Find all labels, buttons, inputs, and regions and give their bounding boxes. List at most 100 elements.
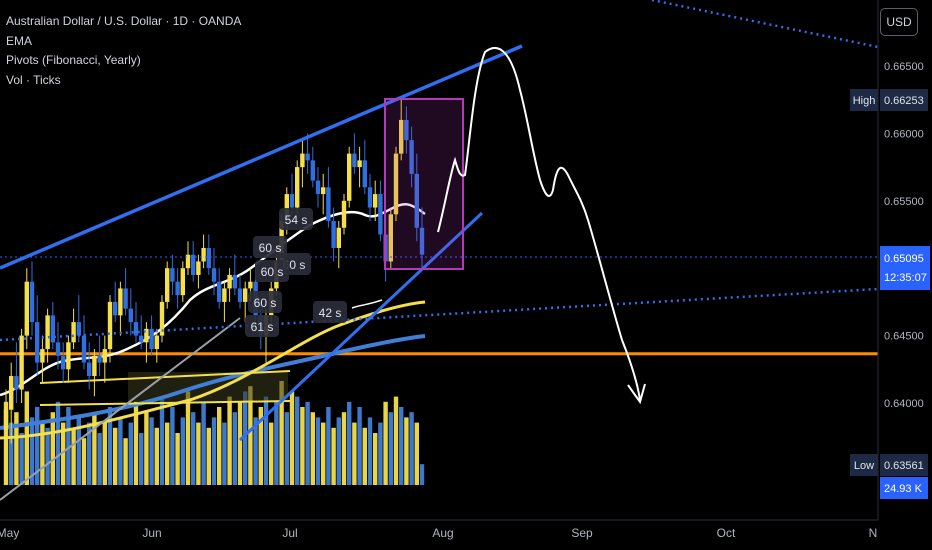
candle-body bbox=[222, 288, 227, 302]
candle-body bbox=[321, 187, 326, 195]
volume-bar bbox=[315, 417, 321, 485]
volume-bar bbox=[378, 422, 383, 485]
volume-bar bbox=[414, 422, 419, 485]
volume-bar bbox=[118, 417, 123, 485]
time-tick-label: Aug bbox=[432, 526, 453, 540]
volume-bar bbox=[128, 422, 133, 485]
timer-label: 54 s bbox=[279, 208, 313, 230]
candle-body bbox=[50, 315, 55, 343]
candle-body bbox=[237, 288, 243, 302]
candle-body bbox=[347, 153, 352, 201]
volume-bar bbox=[66, 407, 71, 485]
dotted-trendline bbox=[0, 287, 879, 342]
high-label-bg bbox=[850, 89, 878, 111]
volume-bar bbox=[284, 412, 289, 485]
volume-bar bbox=[71, 427, 76, 485]
time-tick-label: May bbox=[0, 526, 19, 540]
volume-bar bbox=[258, 407, 263, 485]
candle-body bbox=[175, 281, 180, 296]
volume-bar bbox=[201, 401, 206, 485]
volume-bar bbox=[367, 417, 373, 485]
volume-bar bbox=[159, 396, 165, 485]
candle-body bbox=[284, 194, 289, 222]
time-tick-label: Sep bbox=[571, 526, 593, 540]
volume-bar bbox=[336, 417, 341, 485]
time-axis: May Jun Jul Aug Sep Oct N bbox=[0, 519, 932, 550]
candle-body bbox=[19, 335, 24, 390]
candle-body bbox=[419, 227, 425, 255]
volume-bar bbox=[81, 438, 87, 485]
candle-body bbox=[180, 268, 185, 296]
volume-bar bbox=[102, 422, 107, 485]
volume-tag bbox=[880, 477, 928, 499]
ema-flat-line bbox=[39, 370, 291, 384]
volume-bar bbox=[222, 422, 227, 485]
volume-bar bbox=[227, 396, 232, 485]
legend-symbol[interactable]: Australian Dollar / U.S. Dollar · 1D · O… bbox=[6, 14, 242, 28]
candle-body bbox=[399, 119, 404, 154]
candle-body bbox=[305, 153, 310, 161]
volume-bar bbox=[279, 381, 284, 485]
timer-label-text: 60 s bbox=[259, 241, 282, 255]
volume-bar bbox=[170, 407, 175, 485]
volume-bar bbox=[341, 412, 347, 485]
timer-label-text: 60 s bbox=[254, 296, 277, 310]
candle-body bbox=[123, 288, 128, 309]
time-tick-label: Jun bbox=[142, 526, 161, 540]
timer-label-text: 54 s bbox=[285, 213, 308, 227]
candle-body bbox=[336, 227, 341, 248]
price-axis: 0.665000.660000.655000.650000.645000.640… bbox=[850, 0, 932, 520]
candle-body bbox=[45, 315, 50, 350]
high-label: High bbox=[853, 95, 876, 107]
volume-bar bbox=[300, 407, 305, 485]
candle-body bbox=[378, 194, 383, 235]
legend-ema[interactable]: EMA bbox=[6, 33, 33, 48]
volume-bar bbox=[61, 422, 66, 485]
volume-bar bbox=[191, 412, 196, 485]
timer-label-text: 42 s bbox=[319, 306, 342, 320]
candle-body bbox=[243, 288, 248, 302]
candle-body bbox=[206, 247, 211, 269]
volume-bar bbox=[24, 391, 29, 485]
volume-bar bbox=[97, 433, 102, 485]
forecast-arrowhead bbox=[627, 383, 646, 405]
candle-body bbox=[300, 153, 305, 168]
candle-body bbox=[170, 268, 175, 282]
timer-label: 61 s bbox=[245, 315, 279, 337]
volume-bar bbox=[399, 407, 404, 485]
timer-label-bg bbox=[313, 301, 347, 323]
timer-label-text: 61 s bbox=[251, 320, 274, 334]
volume-bar bbox=[211, 417, 217, 485]
candle-body bbox=[315, 180, 321, 195]
candle-body bbox=[66, 342, 71, 370]
candle-body bbox=[81, 335, 87, 363]
candle-body bbox=[102, 349, 107, 363]
time-tick-label: Oct bbox=[717, 526, 736, 540]
time-axis-bg bbox=[0, 520, 932, 550]
legend-pivots[interactable]: Pivots (Fibonacci, Yearly) bbox=[6, 53, 141, 67]
candle-body bbox=[71, 322, 76, 343]
volume-bar bbox=[347, 401, 352, 485]
annotation-arrow bbox=[351, 299, 383, 309]
candle-body bbox=[393, 153, 399, 215]
volume-bar bbox=[373, 433, 378, 485]
volume-bar bbox=[149, 417, 154, 485]
volume-bar bbox=[274, 401, 279, 485]
currency-button[interactable]: USD bbox=[880, 8, 918, 36]
candle-body bbox=[289, 194, 295, 208]
time-tick-label: N bbox=[869, 526, 878, 540]
volume-bar bbox=[409, 412, 414, 485]
candle-body bbox=[24, 281, 29, 336]
volume-bar bbox=[357, 407, 362, 485]
legend-volume[interactable]: Vol · Ticks bbox=[6, 72, 61, 87]
timer-label: 60 s bbox=[255, 260, 289, 282]
volume-bar bbox=[331, 427, 336, 485]
volume-bars bbox=[3, 381, 425, 485]
volume-bar bbox=[310, 412, 315, 485]
candle-body bbox=[367, 187, 373, 208]
candle-body bbox=[55, 342, 61, 356]
candle-body bbox=[295, 167, 300, 208]
timer-label-bg bbox=[245, 315, 279, 337]
candle-body bbox=[154, 335, 159, 350]
